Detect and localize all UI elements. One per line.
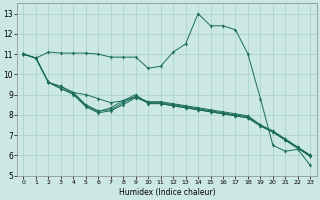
X-axis label: Humidex (Indice chaleur): Humidex (Indice chaleur) [119,188,215,197]
